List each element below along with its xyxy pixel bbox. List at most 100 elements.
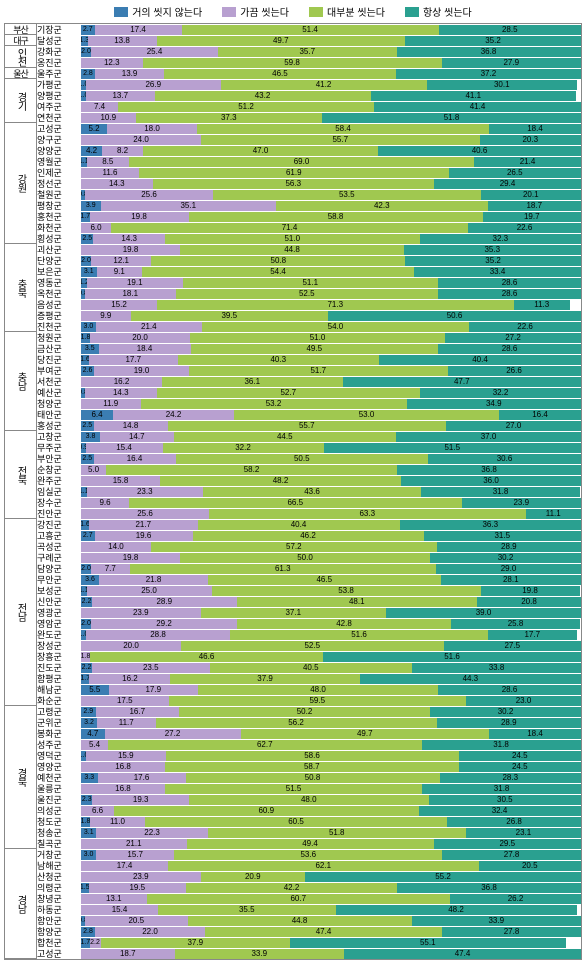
bar-row: 청원군1.820.051.027.2 [37, 332, 581, 343]
bar-segment: 18.4 [489, 124, 581, 134]
bar-segment: 57.2 [151, 542, 437, 552]
bar-segment: 2.2 [90, 938, 101, 948]
bar-row: 강진군1.621.740.436.3 [37, 519, 581, 530]
bar-segment: 3.2 [81, 718, 97, 728]
bar-segment: 51.6 [230, 630, 488, 640]
stacked-bar: 9.939.550.6 [81, 311, 581, 321]
stacked-bar: 2.717.451.428.5 [81, 25, 581, 35]
bar-segment: 1.8 [81, 652, 90, 662]
bar-row: 하동군15.435.548.2 [37, 904, 581, 915]
stacked-bar: 2.319.348.030.5 [81, 795, 581, 805]
bar-segment: 71.4 [111, 223, 468, 233]
stacked-bar: 23.920.955.2 [81, 872, 581, 882]
bar-segment: 49.5 [191, 344, 439, 354]
region-label: 충북 [5, 244, 36, 332]
bar-segment: 19.3 [92, 795, 188, 805]
stacked-bar: 5.058.236.8 [81, 465, 581, 475]
bar-segment: 5.5 [81, 685, 109, 695]
bar-segment: 2.2 [81, 597, 92, 607]
bar-segment: 1.8 [81, 333, 90, 343]
bar-segment: 32.3 [420, 234, 581, 244]
bar-row: 홍성군2.514.855.727.0 [37, 420, 581, 431]
bar-row: 함안군0.820.544.833.9 [37, 915, 581, 926]
bar-segment: 1.6 [81, 355, 89, 365]
bar-segment: 12.3 [81, 58, 143, 68]
bar-segment: 24.2 [113, 410, 234, 420]
bar-segment: 2.0 [81, 619, 91, 629]
bar-row: 고성군5.218.058.418.4 [37, 123, 581, 134]
stacked-bar: 16.858.724.5 [81, 762, 581, 772]
bar-row: 무주군0.915.432.251.5 [37, 442, 581, 453]
bar-segment: 50.5 [176, 454, 429, 464]
bar-row: 임실군1.123.343.631.8 [37, 486, 581, 497]
bar-row: 청도군1.811.060.526.8 [37, 816, 581, 827]
bar-row: 청송군3.122.351.823.1 [37, 827, 581, 838]
bar-row: 완도군1.028.851.617.7 [37, 629, 581, 640]
bar-row: 무안군3.621.846.528.1 [37, 574, 581, 585]
bar-row: 기장군2.717.451.428.5 [37, 24, 581, 35]
bar-row: 합천군1.72.237.955.1 [37, 937, 581, 948]
region-label: 강원 [5, 123, 36, 244]
stacked-bar: 1.617.740.340.4 [81, 355, 581, 365]
bar-segment: 3.3 [81, 773, 98, 783]
bar-row: 구례군19.850.030.2 [37, 552, 581, 563]
stacked-bar: 24.055.720.3 [81, 135, 581, 145]
bar-row: 의령군1.519.542.236.8 [37, 882, 581, 893]
bar-row: 부여군2.619.051.726.6 [37, 365, 581, 376]
bar-segment: 28.9 [92, 597, 237, 607]
bar-segment: 32.2 [163, 443, 324, 453]
bar-segment: 49.7 [241, 729, 490, 739]
region-label: 울산 [5, 68, 36, 79]
bar-segment: 6.6 [81, 806, 114, 816]
bar-segment: 31.8 [421, 487, 580, 497]
stacked-bar: 2.228.948.120.8 [81, 597, 581, 607]
stacked-bar: 2.012.150.835.2 [81, 256, 581, 266]
bar-segment: 36.8 [397, 883, 581, 893]
stacked-bar: 6.071.422.6 [81, 223, 581, 233]
bar-segment: 29.4 [434, 179, 581, 189]
bar-segment: 51.5 [324, 443, 582, 453]
bar-row: 옥천군0.818.152.528.6 [37, 288, 581, 299]
stacked-bar: 0.820.544.833.9 [81, 916, 581, 926]
bar-segment: 19.1 [87, 278, 183, 288]
stacked-bar: 20.052.527.5 [81, 641, 581, 651]
bar-segment: 30.2 [430, 553, 581, 563]
bar-segment: 42.2 [186, 883, 397, 893]
bar-row: 신안군2.228.948.120.8 [37, 596, 581, 607]
stacked-bar: 2.822.047.427.8 [81, 927, 581, 937]
bar-segment: 26.5 [449, 168, 582, 178]
stacked-bar: 1.015.958.624.5 [81, 751, 581, 761]
bar-segment: 15.7 [96, 850, 174, 860]
bar-segment: 55.7 [168, 421, 447, 431]
bar-segment: 19.7 [483, 212, 582, 222]
bar-segment: 18.7 [488, 201, 582, 211]
stacked-bar: 1.621.740.436.3 [81, 520, 581, 530]
bar-row: 태안군6.424.253.016.4 [37, 409, 581, 420]
bar-segment: 13.9 [95, 69, 164, 79]
bar-segment: 19.5 [89, 883, 187, 893]
bar-row: 고령군2.916.750.230.2 [37, 706, 581, 717]
bar-segment: 20.5 [85, 916, 188, 926]
bar-segment: 37.2 [396, 69, 581, 79]
bar-segment: 2.0 [81, 256, 91, 266]
bar-segment: 17.4 [81, 861, 168, 871]
bar-segment: 1.7 [81, 938, 90, 948]
stacked-bar: 14.057.228.9 [81, 542, 581, 552]
bar-row: 군위군3.211.756.228.9 [37, 717, 581, 728]
bar-row: 영양군16.858.724.5 [37, 761, 581, 772]
bar-segment: 36.3 [400, 520, 582, 530]
bar-segment: 51.1 [183, 278, 439, 288]
bar-segment: 29.2 [91, 619, 237, 629]
bar-segment: 11.1 [526, 509, 582, 519]
bar-row: 당진군1.617.740.340.4 [37, 354, 581, 365]
bar-segment: 23.9 [81, 608, 201, 618]
bar-segment: 44.3 [360, 674, 581, 684]
bar-segment: 58.2 [106, 465, 397, 475]
stacked-bar: 16.236.147.7 [81, 377, 581, 387]
bar-segment: 14.0 [81, 542, 151, 552]
bar-segment: 58.4 [197, 124, 489, 134]
bar-segment: 4.7 [81, 729, 105, 739]
bar-segment: 22.0 [95, 927, 205, 937]
bar-segment: 35.3 [404, 245, 581, 255]
bar-segment: 36.1 [162, 377, 343, 387]
